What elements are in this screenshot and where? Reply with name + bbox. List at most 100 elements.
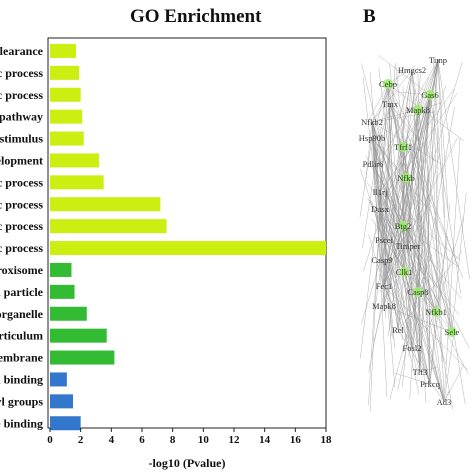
x-tick-label: 0 <box>47 434 53 446</box>
network-node-label: Ad3 <box>437 397 452 407</box>
network-edge <box>407 245 421 373</box>
network-edge <box>371 66 404 123</box>
network-node-label: Mapk8 <box>406 105 430 115</box>
network-edge <box>378 55 431 96</box>
bar <box>50 87 81 102</box>
category-label: roxisome <box>0 263 44 277</box>
bar <box>50 153 100 168</box>
category-label: e binding <box>0 416 43 430</box>
network-edge <box>378 68 413 349</box>
bar <box>50 65 80 80</box>
network-node-label: Tfrf1 <box>394 142 412 152</box>
network-edge <box>380 59 439 162</box>
network-node-label: Mapk8 <box>372 301 396 311</box>
network-edge <box>433 57 453 333</box>
network-edge <box>402 94 431 227</box>
network-edge <box>383 137 458 287</box>
bar <box>50 328 107 343</box>
network-node <box>413 287 423 297</box>
category-label: c process <box>0 241 43 255</box>
network-edge <box>372 163 385 307</box>
category-label: c process <box>0 219 43 233</box>
network-node <box>398 142 408 152</box>
network-node-label: Tmx <box>382 99 399 109</box>
network-edge <box>361 94 431 324</box>
category-label: c process <box>0 88 43 102</box>
network-edge <box>402 225 413 349</box>
network-edge <box>381 259 431 385</box>
x-axis-label: -log10 (Pvalue) <box>149 456 226 470</box>
network-edge <box>429 203 451 385</box>
network-node <box>401 173 411 183</box>
network-edge <box>371 137 399 331</box>
network-edge <box>437 59 445 218</box>
network-edge <box>387 83 405 273</box>
network-edge <box>383 88 416 287</box>
network-node-label: Hsp90b <box>359 133 385 143</box>
network-node <box>399 267 409 277</box>
network-edge <box>371 69 413 123</box>
network-node-label: Rel <box>392 325 404 335</box>
bar <box>50 350 115 365</box>
bar <box>50 219 167 234</box>
network-node-label: Timper <box>396 241 421 251</box>
network-edge <box>387 83 445 403</box>
network-edge <box>435 127 438 313</box>
network-node-label: Pdlir6 <box>363 159 384 169</box>
network-edge <box>443 137 461 403</box>
network-edge <box>383 225 404 287</box>
x-tick-label: 8 <box>170 434 176 446</box>
x-tick-label: 6 <box>139 434 145 446</box>
category-label: d particle <box>0 285 44 299</box>
network-edge <box>361 63 445 403</box>
network-node <box>413 105 423 115</box>
category-label: pathway <box>0 110 43 124</box>
network-edge <box>362 76 374 165</box>
network-edge <box>403 271 445 403</box>
network-edge <box>429 311 437 385</box>
category-label: stimulus <box>0 132 43 146</box>
x-tick-label: 10 <box>198 434 210 446</box>
x-tick-label: 14 <box>259 434 271 446</box>
network-edge <box>383 239 420 395</box>
network-edge <box>397 154 440 331</box>
bar <box>50 372 67 387</box>
network-edge <box>387 83 419 142</box>
network-edge <box>397 329 445 403</box>
network-edge <box>372 163 453 333</box>
network-edge <box>371 137 405 273</box>
network-node <box>425 90 435 100</box>
network-edge <box>429 94 442 362</box>
category-label: c process <box>0 197 43 211</box>
network-edge <box>379 208 469 375</box>
network-node <box>383 79 393 89</box>
network-edge <box>371 121 444 166</box>
x-tick-label: 4 <box>109 434 115 446</box>
network-node-label: Nfkb1 <box>425 307 447 317</box>
network-edge <box>402 94 431 388</box>
network-node-label: Timp <box>429 55 447 65</box>
category-label: embrane <box>0 351 44 365</box>
chart-title: GO Enrichment <box>130 6 262 27</box>
category-label: yl groups <box>0 394 43 408</box>
bar <box>50 394 73 409</box>
network-edge <box>371 121 437 313</box>
network-edge <box>379 208 445 403</box>
bar <box>50 197 161 212</box>
category-label: velopment <box>0 153 43 167</box>
network-edge <box>379 83 389 210</box>
category-label: rticulum <box>0 329 43 343</box>
network-edge <box>402 146 454 410</box>
network-edge <box>407 109 419 247</box>
network-edge <box>443 364 465 403</box>
network-edge <box>383 239 453 333</box>
network-edge <box>379 88 455 193</box>
network-edge <box>379 191 383 261</box>
x-tick-label: 16 <box>290 434 302 446</box>
network-edge <box>359 137 373 218</box>
x-tick-label: 18 <box>321 434 333 446</box>
network-node-label: Dusx <box>371 204 390 214</box>
network-node-label: Casp8 <box>407 287 428 297</box>
category-label: c process <box>0 66 43 80</box>
